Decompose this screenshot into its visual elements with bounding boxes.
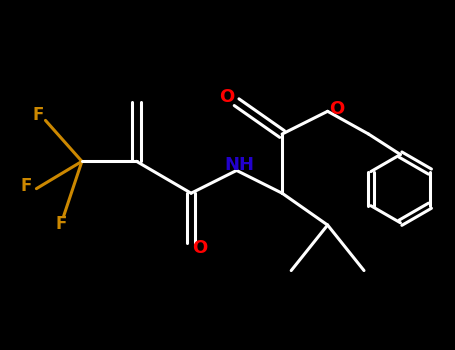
Text: O: O <box>192 239 208 257</box>
Text: NH: NH <box>224 156 254 174</box>
Text: F: F <box>21 177 32 195</box>
Text: F: F <box>56 215 67 233</box>
Text: O: O <box>329 100 344 118</box>
Text: O: O <box>219 88 234 106</box>
Text: F: F <box>33 106 44 124</box>
